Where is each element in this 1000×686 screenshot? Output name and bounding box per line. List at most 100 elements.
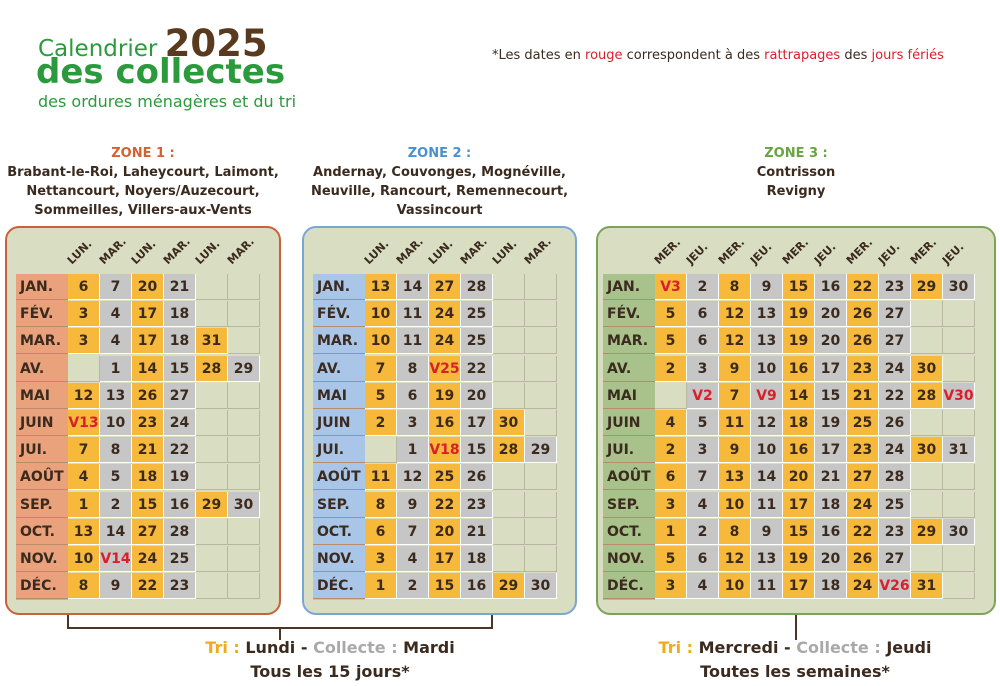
day-cell: V3: [655, 274, 687, 300]
day-cell: 23: [879, 274, 911, 300]
zone-label: ZONE 3 :: [764, 146, 828, 161]
day-cell: 15: [783, 518, 815, 545]
day-cell: 10: [365, 328, 397, 355]
empty-cell: [228, 410, 260, 436]
empty-cell: [493, 518, 525, 545]
day-cell: 21: [461, 518, 493, 545]
empty-cell: [228, 328, 260, 355]
day-cell: 12: [719, 546, 751, 572]
day-cell: 14: [783, 382, 815, 409]
zone-label: ZONE 2 :: [407, 146, 472, 161]
zone-communes: Contrisson: [756, 165, 836, 180]
empty-cell: [228, 274, 260, 300]
day-cell: 27: [132, 518, 164, 545]
empty-cell: [943, 546, 975, 572]
day-cell: 20: [132, 274, 164, 300]
day-cell: 14: [132, 355, 164, 382]
day-cell: 4: [687, 491, 719, 518]
empty-cell: [525, 546, 557, 572]
day-cell: 28: [493, 437, 525, 464]
day-cell: 20: [461, 382, 493, 409]
day-cell: 23: [461, 491, 493, 518]
day-cell: 7: [397, 518, 429, 545]
day-cell: 25: [847, 410, 879, 436]
footer-text: Tri :: [205, 638, 240, 657]
day-cell: 6: [687, 301, 719, 328]
empty-cell: [493, 355, 525, 382]
day-cell: 18: [815, 491, 847, 518]
empty-cell: [228, 437, 260, 464]
day-cell: 1: [365, 573, 397, 600]
day-cell: 3: [687, 355, 719, 382]
day-cell: 7: [100, 274, 132, 300]
day-cell: 22: [132, 573, 164, 600]
day-cell: 27: [879, 301, 911, 328]
footer-text: Collecte :: [796, 638, 881, 657]
month-label: SEP.: [603, 492, 655, 518]
day-cell: 6: [365, 518, 397, 545]
title-word: Calendrier: [38, 36, 158, 62]
day-cell: 20: [429, 518, 461, 545]
day-cell: 16: [429, 410, 461, 436]
day-cell: 14: [397, 274, 429, 300]
day-cell: 13: [751, 328, 783, 355]
day-cell: 7: [68, 437, 100, 464]
month-label: FÉV.: [603, 301, 655, 328]
empty-cell: [228, 573, 260, 600]
day-cell: 16: [783, 355, 815, 382]
month-label: MAI: [603, 383, 655, 409]
day-cell: 6: [397, 382, 429, 409]
day-cell: 13: [751, 301, 783, 328]
day-cell: 7: [365, 355, 397, 382]
zone-communes: Vassincourt: [396, 203, 483, 218]
day-cell: 4: [100, 328, 132, 355]
empty-cell: [196, 518, 228, 545]
month-label: SEP.: [16, 492, 68, 518]
day-cell: 17: [461, 410, 493, 436]
month-label: JAN.: [603, 274, 655, 300]
day-cell: 21: [847, 382, 879, 409]
day-cell: 25: [461, 301, 493, 328]
empty-cell: [228, 382, 260, 409]
day-cell: V26: [879, 573, 911, 600]
day-cell: 26: [847, 328, 879, 355]
day-cell: 16: [783, 437, 815, 464]
zone-label: ZONE 1 :: [111, 146, 175, 161]
day-cell: 15: [815, 382, 847, 409]
empty-cell: [196, 573, 228, 600]
empty-cell: [911, 410, 943, 436]
month-label: JUI.: [313, 437, 365, 464]
day-cell: 24: [847, 573, 879, 600]
day-cell: 30: [228, 491, 260, 518]
empty-cell: [493, 491, 525, 518]
day-cell: 3: [687, 437, 719, 464]
day-cell: 19: [783, 301, 815, 328]
day-cell: 24: [847, 491, 879, 518]
title-line: Calendrier 2025: [38, 22, 268, 65]
day-cell: 14: [751, 464, 783, 491]
empty-cell: [196, 464, 228, 491]
day-cell: 28: [911, 382, 943, 409]
day-cell: 8: [68, 573, 100, 600]
empty-cell: [493, 464, 525, 491]
day-cell: 13: [751, 546, 783, 572]
day-cell: 5: [687, 410, 719, 436]
empty-cell: [525, 382, 557, 409]
empty-cell: [525, 491, 557, 518]
empty-cell: [493, 382, 525, 409]
day-cell: 7: [687, 464, 719, 491]
day-cell: 23: [847, 437, 879, 464]
day-cell: 3: [68, 301, 100, 328]
day-cell: 5: [655, 546, 687, 572]
day-cell: 11: [365, 464, 397, 491]
day-cell: 5: [655, 301, 687, 328]
day-cell: 29: [493, 573, 525, 600]
day-cell: 21: [164, 274, 196, 300]
note: *Les dates en rouge correspondent à des …: [492, 48, 944, 63]
day-cell: 21: [132, 437, 164, 464]
day-cell: 16: [164, 491, 196, 518]
empty-cell: [525, 464, 557, 491]
day-cell: 15: [783, 274, 815, 300]
day-cell: 31: [911, 573, 943, 600]
footer-text: Lundi: [245, 638, 296, 657]
